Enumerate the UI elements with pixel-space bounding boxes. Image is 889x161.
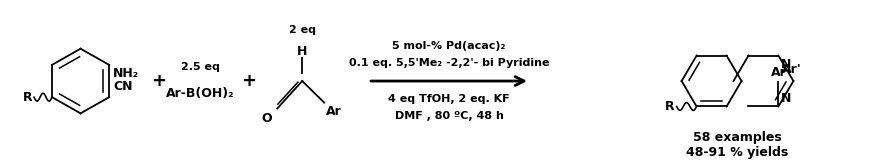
Text: 0.1 eq. 5,5'Me₂ -2,2'- bi Pyridine: 0.1 eq. 5,5'Me₂ -2,2'- bi Pyridine [348, 58, 549, 68]
Text: +: + [151, 72, 166, 90]
Text: R: R [665, 100, 675, 113]
Text: R: R [22, 91, 32, 104]
Text: +: + [241, 72, 256, 90]
Text: 58 examples: 58 examples [693, 131, 782, 144]
Text: Ar: Ar [326, 104, 342, 118]
Text: Ar-B(OH)₂: Ar-B(OH)₂ [166, 87, 235, 100]
Text: 5 mol-% Pd(acac)₂: 5 mol-% Pd(acac)₂ [392, 41, 506, 51]
Text: NH₂: NH₂ [113, 67, 140, 80]
Text: Ar: Ar [771, 66, 786, 79]
Text: 4 eq TfOH, 2 eq. KF: 4 eq TfOH, 2 eq. KF [388, 94, 509, 104]
Text: CN: CN [113, 80, 132, 93]
Text: DMF , 80 ºC, 48 h: DMF , 80 ºC, 48 h [395, 111, 503, 121]
Text: H: H [297, 45, 308, 58]
Text: 2 eq: 2 eq [289, 25, 316, 35]
Text: N: N [781, 91, 791, 104]
Text: O: O [261, 112, 272, 125]
Text: N: N [781, 57, 791, 71]
Text: 48-91 % yields: 48-91 % yields [686, 146, 789, 159]
Text: 2.5 eq: 2.5 eq [181, 62, 220, 72]
Text: Ar': Ar' [782, 63, 802, 76]
